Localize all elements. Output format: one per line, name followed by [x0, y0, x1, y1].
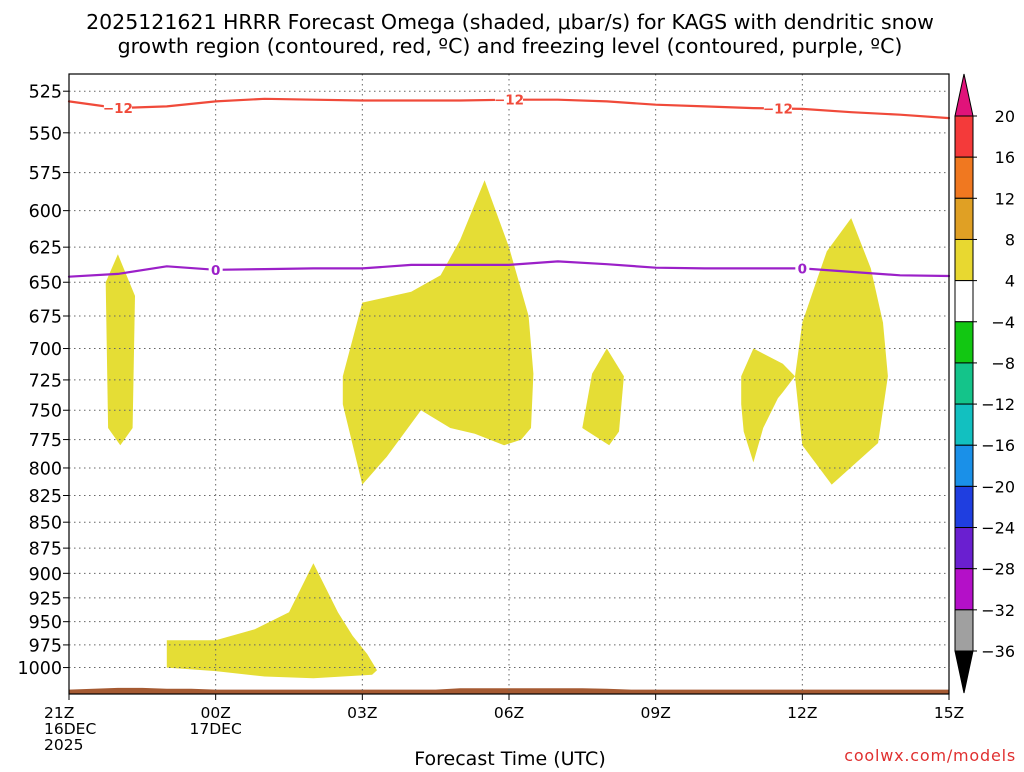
omega-shading: [105, 180, 888, 679]
credit-text: coolwx.com/models: [844, 746, 1016, 765]
chart-title-line-2: growth region (contoured, red, ºC) and f…: [118, 34, 903, 58]
omega-shaded-region: [166, 563, 377, 679]
colorbar-band: [954, 197, 974, 240]
colorbar-label: 8: [1005, 230, 1015, 249]
x-axis-label: Forecast Time (UTC): [414, 748, 605, 768]
x-tick-label: 06Z: [494, 704, 524, 722]
omega-shaded-region: [795, 218, 888, 485]
omega-shaded-region: [342, 180, 534, 485]
contour-lines: −12 −12 −12 0 0: [67, 91, 951, 279]
colorbar-label: −36: [981, 642, 1015, 661]
y-tick-label: 550: [29, 124, 62, 144]
y-tick-label: 1000: [17, 659, 62, 679]
contour-label: −12: [494, 93, 524, 109]
colorbar-band: [954, 115, 974, 158]
colorbar-band: [954, 568, 974, 611]
colorbar-band: [954, 362, 974, 405]
colorbar-band: [954, 485, 974, 529]
y-tick-label: 975: [29, 636, 62, 656]
y-tick-label: 925: [29, 589, 62, 609]
colorbar-label: −32: [981, 601, 1015, 620]
colorbar-band: [954, 238, 974, 282]
contour-label-bg: [763, 100, 792, 117]
colorbar-band: [954, 321, 974, 364]
colorbar-label: −16: [981, 436, 1015, 455]
x-tick-label: 15Z: [934, 704, 964, 722]
y-tick-label: 950: [29, 613, 62, 633]
colorbar-band: [954, 403, 974, 446]
colorbar-bottom-arrow: [954, 650, 974, 694]
y-tick-label: 875: [29, 540, 62, 560]
omega-shaded-region: [105, 254, 135, 446]
colorbar-label: −24: [981, 519, 1015, 538]
y-tick-label: 775: [29, 431, 62, 451]
chart-title-line-1: 2025121621 HRRR Forecast Omega (shaded, …: [86, 10, 934, 34]
x-tick-label: 16DEC: [44, 720, 96, 738]
colorbar-band: [954, 280, 974, 323]
y-tick-label: 750: [29, 402, 62, 422]
x-tick-label: 09Z: [640, 704, 670, 722]
y-tick-label: 525: [29, 83, 62, 103]
colorbar: 20 16 12 8 4 −4 −8 −12 −16 −20 −24 −28 −32 −36: [954, 73, 1015, 694]
x-tick-label: 12Z: [787, 704, 817, 722]
y-tick-label: 650: [29, 274, 62, 294]
y-axis: 525 550 575 600 625 650 675 700 725 750 775 800 825 8…: [17, 83, 69, 679]
colorbar-band: [954, 156, 974, 199]
y-tick-label: 575: [29, 164, 62, 184]
terrain-fill: [69, 687, 949, 694]
colorbar-band: [954, 527, 974, 570]
colorbar-label: 20: [995, 107, 1015, 126]
x-tick-label: 17DEC: [190, 720, 242, 738]
omega-shaded-region: [741, 348, 795, 463]
y-tick-label: 825: [29, 487, 62, 507]
colorbar-label: −4: [991, 313, 1015, 332]
contour-label-bg: [208, 261, 223, 278]
grid-lines: [69, 74, 949, 694]
y-tick-label: 675: [29, 307, 62, 327]
y-tick-label: 700: [29, 340, 62, 360]
colorbar-band: [954, 444, 974, 487]
omega-shaded-region: [582, 348, 624, 446]
y-tick-label: 725: [29, 371, 62, 391]
contour-label: 0: [798, 261, 807, 277]
colorbar-label: −8: [991, 354, 1015, 373]
colorbar-band: [954, 609, 974, 652]
x-tick-label: 03Z: [347, 704, 377, 722]
terrain: [69, 687, 949, 694]
colorbar-label: −12: [981, 395, 1015, 414]
colorbar-label: 4: [1005, 272, 1015, 291]
colorbar-label: −20: [981, 477, 1015, 496]
contour-label-bg: [495, 91, 523, 108]
contour-label-bg: [795, 260, 810, 277]
x-tick-label: 00Z: [200, 704, 230, 722]
colorbar-label: 12: [995, 189, 1015, 208]
contour-label: −12: [103, 101, 133, 117]
x-tick-label: 2025: [44, 736, 83, 754]
y-tick-label: 625: [29, 239, 62, 259]
y-tick-label: 600: [29, 202, 62, 222]
colorbar-label: 16: [995, 148, 1015, 167]
contour-label: 0: [211, 263, 220, 279]
contour-label: −12: [763, 101, 793, 117]
colorbar-top-arrow: [954, 73, 974, 117]
y-tick-label: 900: [29, 565, 62, 585]
y-tick-label: 850: [29, 514, 62, 534]
contour-label-bg: [103, 100, 132, 117]
y-tick-label: 800: [29, 459, 62, 479]
x-tick-label: 21Z: [44, 704, 74, 722]
colorbar-label: −28: [981, 560, 1015, 579]
